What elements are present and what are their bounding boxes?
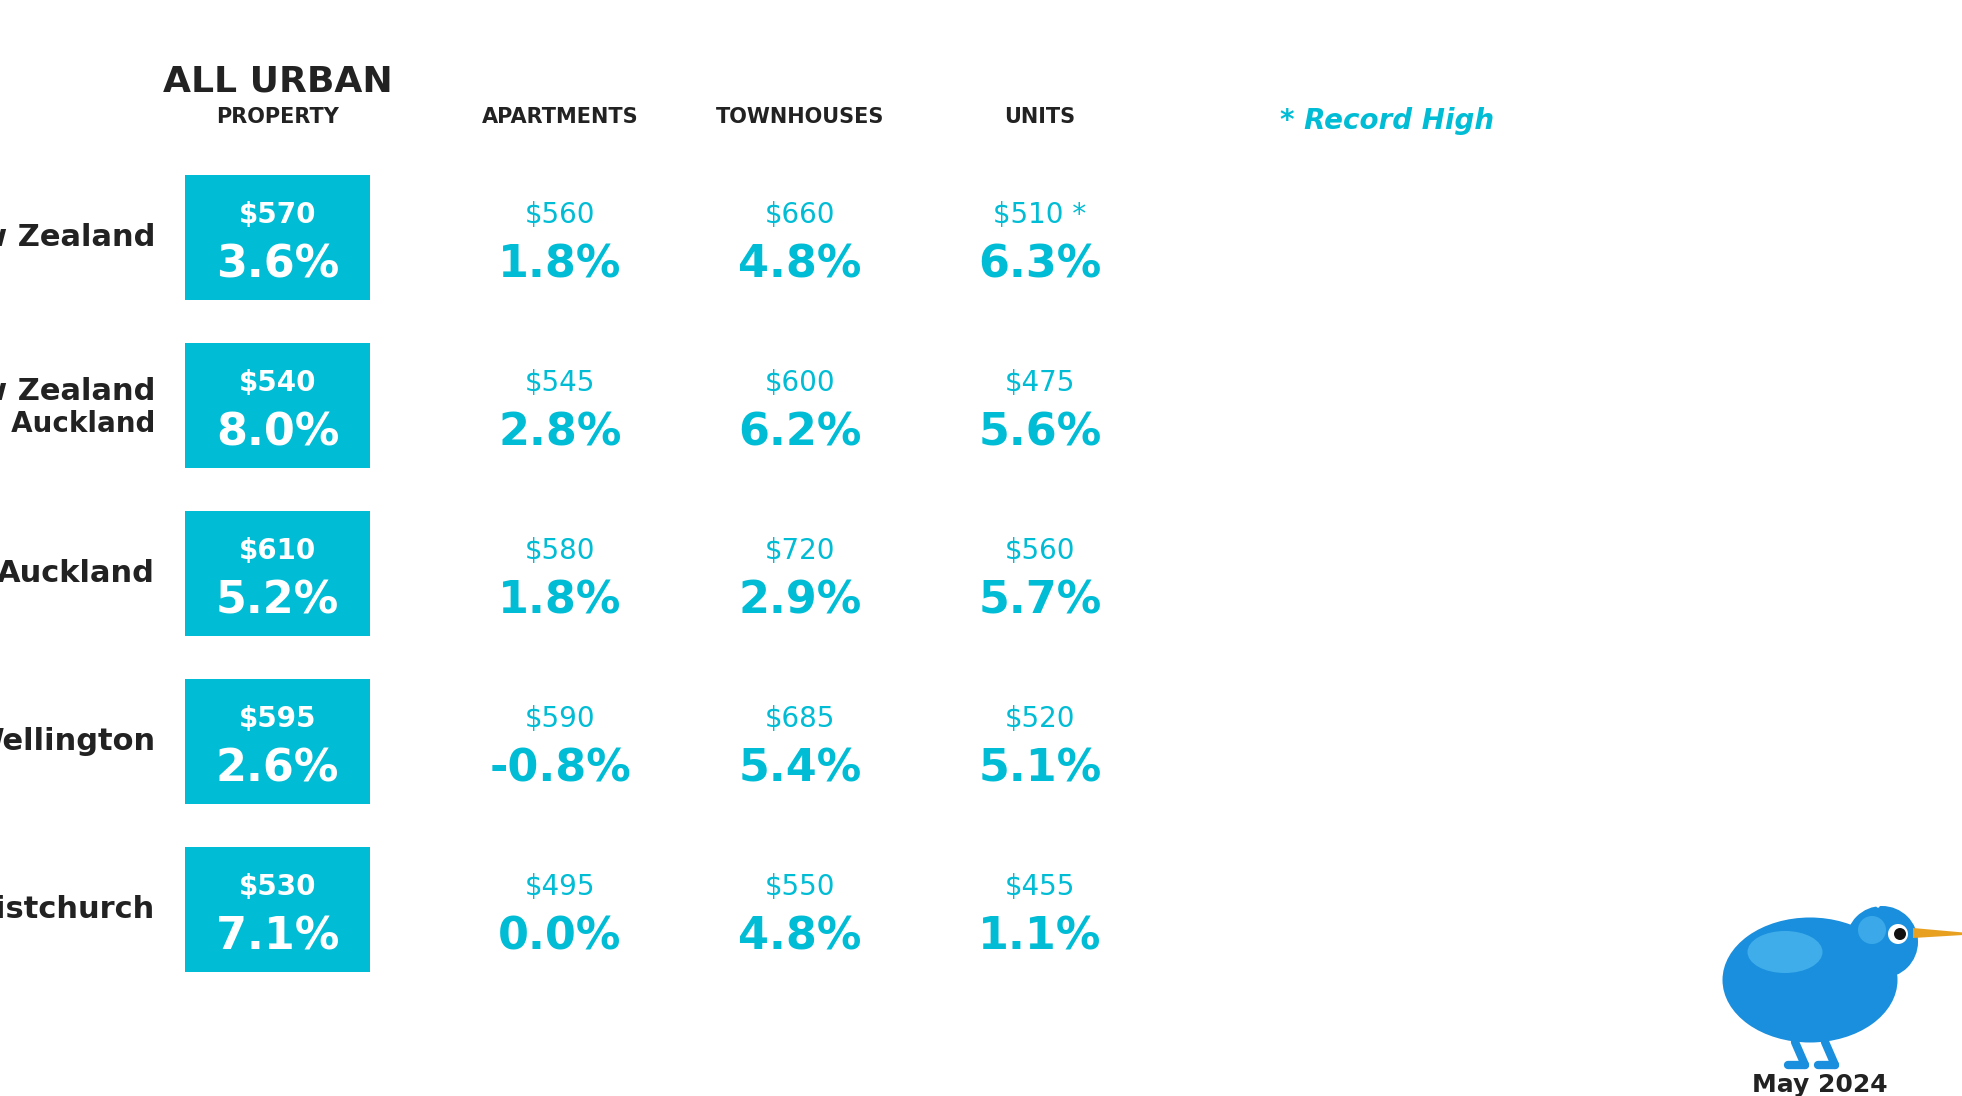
Text: $560: $560	[1005, 537, 1075, 566]
Text: 8.0%: 8.0%	[216, 411, 339, 455]
Text: $550: $550	[765, 874, 836, 901]
Text: 1.8%: 1.8%	[498, 580, 622, 623]
Text: * Record High: * Record High	[1279, 107, 1495, 135]
FancyBboxPatch shape	[184, 511, 371, 636]
Text: 1.8%: 1.8%	[498, 243, 622, 286]
Text: ALL URBAN: ALL URBAN	[163, 65, 392, 99]
Text: PROPERTY: PROPERTY	[216, 107, 339, 127]
FancyBboxPatch shape	[184, 175, 371, 300]
Text: $540: $540	[239, 369, 316, 397]
Text: $520: $520	[1005, 705, 1075, 733]
Circle shape	[1846, 906, 1919, 978]
Text: 5.7%: 5.7%	[979, 580, 1101, 623]
Text: $595: $595	[239, 705, 316, 733]
Text: APARTMENTS: APARTMENTS	[483, 107, 638, 127]
Ellipse shape	[1748, 931, 1823, 973]
Text: 4.8%: 4.8%	[738, 915, 861, 959]
Text: $545: $545	[524, 369, 594, 397]
Circle shape	[1887, 924, 1907, 944]
Text: Auckland: Auckland	[0, 559, 155, 587]
Circle shape	[1858, 916, 1885, 944]
Text: Christchurch: Christchurch	[0, 895, 155, 924]
Text: $580: $580	[524, 537, 594, 566]
Circle shape	[1893, 928, 1905, 940]
Text: $720: $720	[765, 537, 836, 566]
Text: $510 *: $510 *	[993, 201, 1087, 229]
Text: Wellington: Wellington	[0, 727, 155, 756]
Ellipse shape	[1723, 917, 1897, 1042]
Text: 0.0%: 0.0%	[498, 915, 622, 959]
Text: $530: $530	[239, 874, 316, 901]
FancyBboxPatch shape	[184, 847, 371, 972]
Text: 1.1%: 1.1%	[979, 915, 1103, 959]
Text: UNITS: UNITS	[1005, 107, 1075, 127]
Text: -0.8%: -0.8%	[489, 747, 632, 790]
Text: $455: $455	[1005, 874, 1075, 901]
Text: New Zealand: New Zealand	[0, 377, 155, 406]
Text: $610: $610	[239, 537, 316, 566]
Text: New Zealand: New Zealand	[0, 222, 155, 252]
Text: 4.8%: 4.8%	[738, 243, 861, 286]
Text: 5.6%: 5.6%	[979, 411, 1101, 455]
Text: $560: $560	[524, 201, 594, 229]
Text: 5.1%: 5.1%	[979, 747, 1101, 790]
Text: 7.1%: 7.1%	[216, 915, 339, 959]
Text: 6.2%: 6.2%	[738, 411, 861, 455]
Text: 2.6%: 2.6%	[216, 747, 339, 790]
Text: 5.2%: 5.2%	[216, 580, 339, 623]
Text: TOWNHOUSES: TOWNHOUSES	[716, 107, 885, 127]
Text: $570: $570	[239, 201, 316, 229]
Text: $660: $660	[765, 201, 836, 229]
Text: $475: $475	[1005, 369, 1075, 397]
Polygon shape	[1913, 928, 1962, 938]
Text: $495: $495	[524, 874, 594, 901]
Text: 3.6%: 3.6%	[216, 243, 339, 286]
FancyBboxPatch shape	[184, 680, 371, 804]
Text: 6.3%: 6.3%	[979, 243, 1101, 286]
Text: excl. Auckland: excl. Auckland	[0, 410, 155, 437]
Text: 2.8%: 2.8%	[498, 411, 622, 455]
Text: $600: $600	[765, 369, 836, 397]
Text: $590: $590	[524, 705, 594, 733]
Text: May 2024: May 2024	[1752, 1073, 1887, 1096]
Text: 2.9%: 2.9%	[738, 580, 861, 623]
Text: $685: $685	[765, 705, 836, 733]
Text: 5.4%: 5.4%	[738, 747, 861, 790]
FancyBboxPatch shape	[184, 343, 371, 468]
